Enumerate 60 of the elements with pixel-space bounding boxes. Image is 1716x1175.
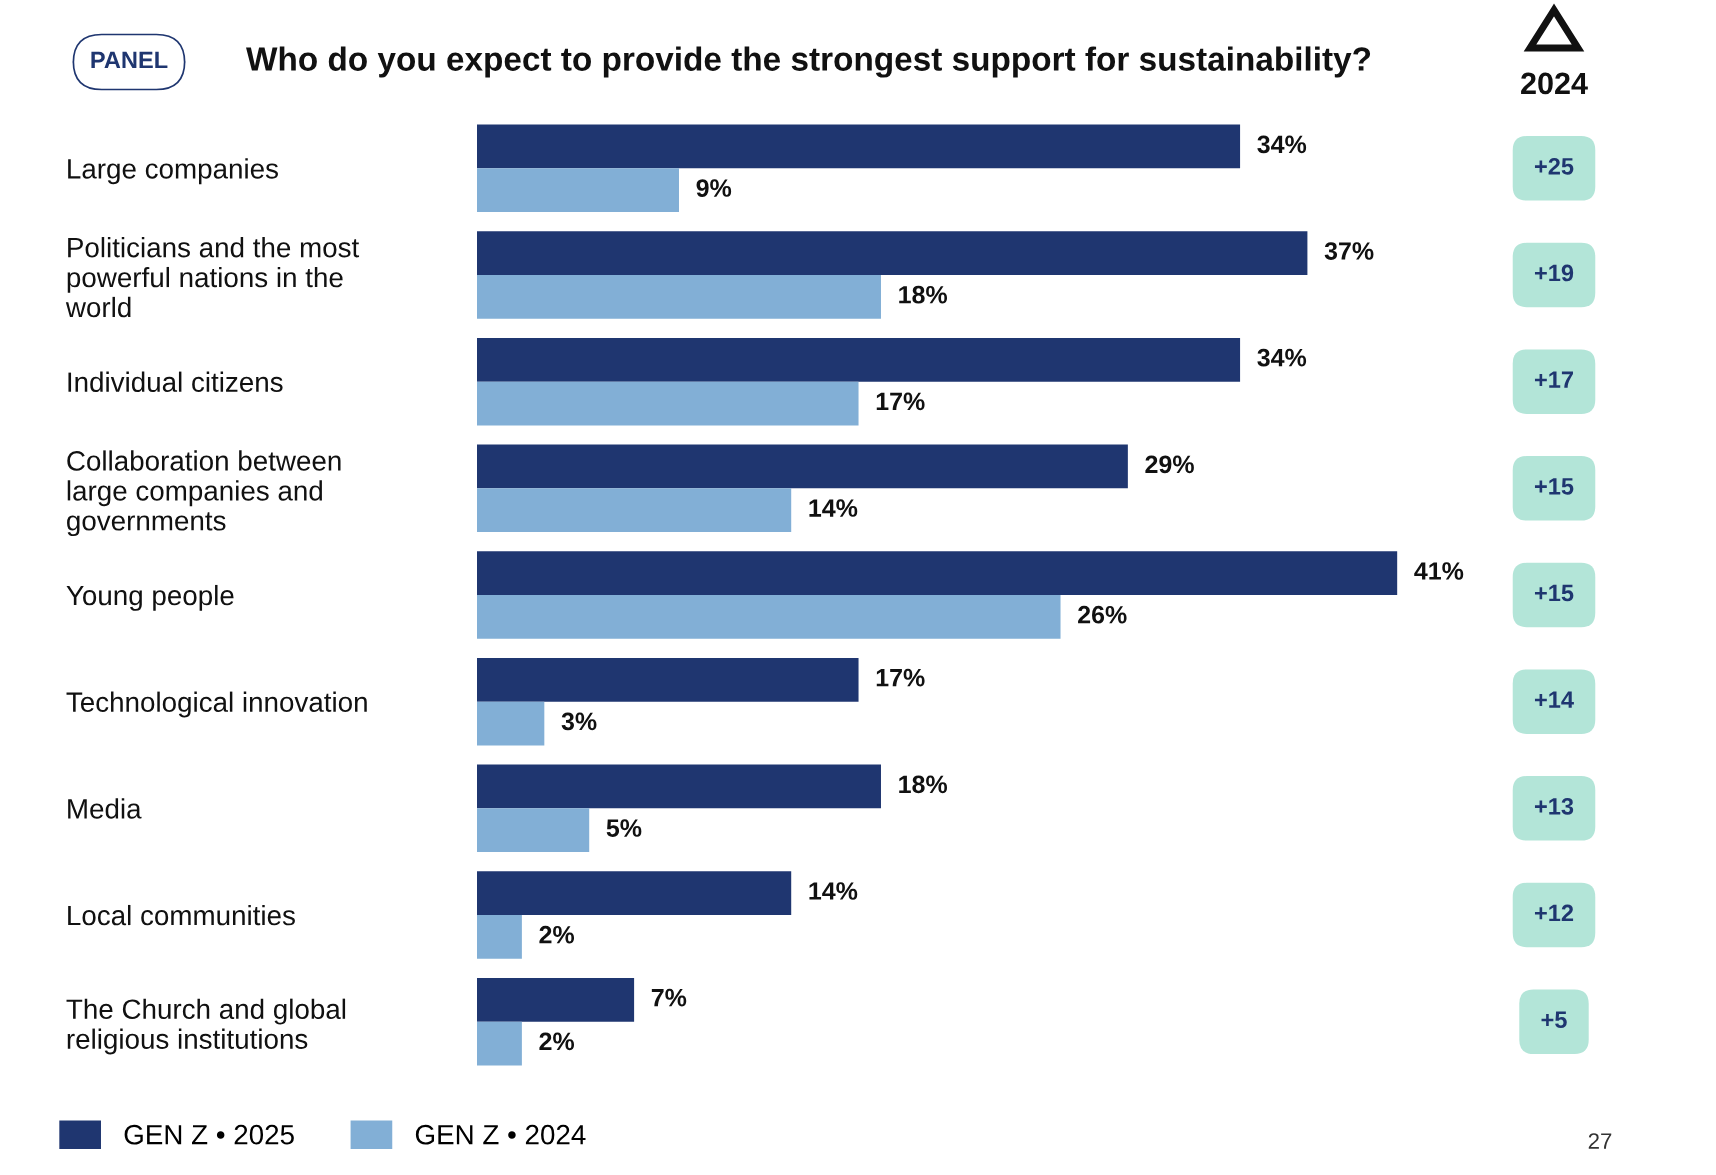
y-tick-label: Individual citizens bbox=[68, 371, 283, 393]
bar bbox=[477, 871, 792, 915]
y-tick-label: Politicians and the most powerful nations in the world bbox=[65, 237, 360, 318]
text: PANEL bbox=[91, 51, 168, 69]
text: +15 bbox=[1534, 584, 1574, 602]
bar bbox=[477, 275, 881, 319]
text: +14 bbox=[1534, 691, 1574, 708]
data-label: 17% bbox=[876, 392, 925, 411]
data-label: 29% bbox=[1145, 455, 1194, 474]
data-label: 14% bbox=[809, 499, 858, 517]
text: 2024 bbox=[1521, 72, 1588, 95]
bar bbox=[477, 701, 545, 746]
bar bbox=[477, 657, 859, 702]
legend-label: GEN Z • 2025 bbox=[124, 1124, 294, 1145]
y-tick-label: Young people bbox=[66, 584, 234, 611]
y-tick-label: Local communities bbox=[68, 904, 295, 926]
legend-label: GEN Z • 2024 bbox=[415, 1124, 586, 1145]
bar bbox=[477, 551, 1398, 595]
data-label: 18% bbox=[899, 775, 948, 794]
text: +19 bbox=[1534, 264, 1574, 282]
bar bbox=[477, 915, 522, 959]
data-label: 41% bbox=[1414, 562, 1464, 580]
data-label: 5% bbox=[606, 819, 642, 837]
bar bbox=[477, 977, 635, 1022]
text: +17 bbox=[1534, 371, 1573, 388]
data-label: 2% bbox=[539, 925, 575, 944]
bar bbox=[477, 764, 881, 809]
data-label: 2% bbox=[539, 1032, 575, 1051]
bar bbox=[477, 124, 1241, 169]
bar bbox=[477, 337, 1241, 382]
chart-title: Who do you expect to provide the strongest support for sustainability? bbox=[246, 46, 1371, 78]
bar bbox=[477, 488, 792, 533]
bar bbox=[477, 444, 1128, 489]
data-label: 7% bbox=[651, 988, 687, 1007]
data-label: 37% bbox=[1324, 242, 1374, 260]
bar bbox=[477, 808, 590, 853]
bar bbox=[477, 168, 679, 213]
data-label: 26% bbox=[1078, 605, 1127, 624]
text: +15 bbox=[1534, 478, 1574, 495]
y-tick-label: Media bbox=[68, 798, 142, 819]
bar bbox=[477, 1021, 522, 1066]
data-label: 3% bbox=[561, 712, 597, 731]
text: +5 bbox=[1541, 1011, 1567, 1028]
data-label: 17% bbox=[876, 668, 925, 687]
y-tick-label: Technological innovation bbox=[66, 691, 367, 718]
data-label: 34% bbox=[1257, 135, 1307, 154]
data-label: 14% bbox=[809, 882, 858, 900]
text: +12 bbox=[1534, 904, 1574, 922]
bar bbox=[477, 231, 1308, 275]
text: 27 bbox=[1588, 1133, 1612, 1149]
text: +25 bbox=[1534, 157, 1574, 175]
y-tick-label: Collaboration between large companies and governments bbox=[67, 450, 341, 537]
data-label: 9% bbox=[696, 179, 732, 197]
bar bbox=[477, 381, 859, 426]
data-label: 18% bbox=[899, 285, 948, 304]
y-tick-label: The Church and global religious institutions bbox=[66, 998, 346, 1055]
data-label: 34% bbox=[1257, 348, 1307, 367]
y-tick-label: Large companies bbox=[68, 158, 278, 185]
text: +13 bbox=[1534, 797, 1574, 815]
bar bbox=[477, 595, 1061, 639]
